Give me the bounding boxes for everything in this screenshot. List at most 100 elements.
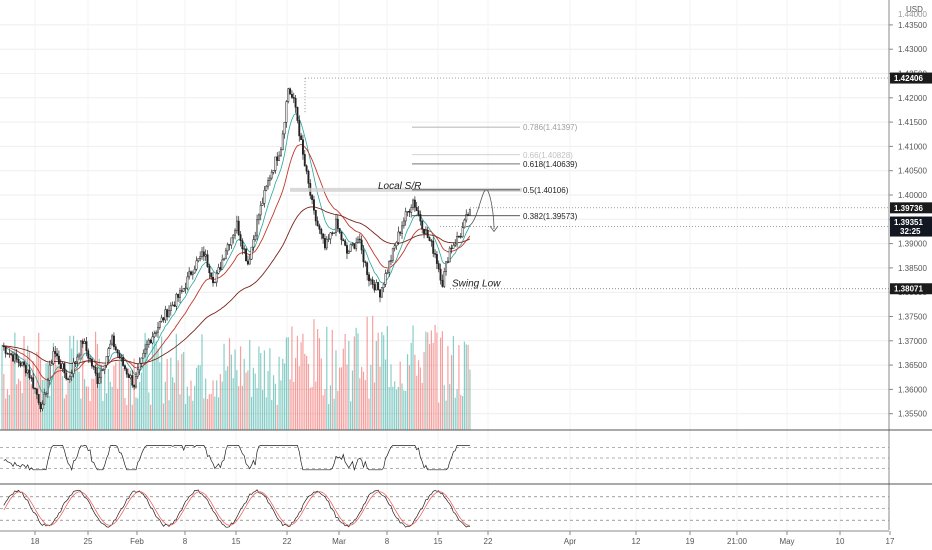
candle-body[interactable]	[28, 369, 31, 378]
candle-body[interactable]	[307, 170, 310, 184]
candle-body[interactable]	[390, 260, 392, 262]
candle-body[interactable]	[300, 135, 303, 140]
candle-body[interactable]	[23, 361, 25, 366]
candle-body[interactable]	[292, 97, 295, 99]
candle-body[interactable]	[257, 214, 260, 221]
candle-body[interactable]	[35, 388, 38, 395]
candle-body[interactable]	[96, 372, 99, 384]
candle-body[interactable]	[221, 259, 224, 270]
candle-body[interactable]	[248, 258, 251, 265]
candle-body[interactable]	[32, 377, 35, 389]
candle-body[interactable]	[234, 230, 236, 236]
candle-body[interactable]	[391, 247, 394, 261]
candle-body[interactable]	[122, 357, 125, 366]
candle-body[interactable]	[111, 335, 114, 345]
candle-body[interactable]	[226, 244, 229, 252]
candle-body[interactable]	[224, 250, 227, 260]
candle-body[interactable]	[184, 287, 187, 290]
candle-body[interactable]	[158, 321, 161, 328]
candle-body[interactable]	[437, 263, 440, 270]
candle-body[interactable]	[283, 122, 286, 135]
candle-body[interactable]	[87, 350, 90, 359]
candle-body[interactable]	[415, 207, 418, 211]
candle-body[interactable]	[329, 232, 332, 240]
candle-body[interactable]	[43, 393, 46, 405]
candle-body[interactable]	[443, 271, 446, 287]
candle-body[interactable]	[246, 260, 249, 265]
candle-body[interactable]	[331, 232, 334, 234]
candle-body[interactable]	[92, 365, 95, 368]
candle-body[interactable]	[459, 236, 462, 238]
candle-body[interactable]	[239, 234, 242, 241]
candle-body[interactable]	[250, 246, 253, 260]
candle-body[interactable]	[342, 239, 345, 242]
candle-body[interactable]	[441, 279, 444, 287]
candle-body[interactable]	[346, 245, 348, 254]
candle-body[interactable]	[140, 357, 143, 364]
candle-body[interactable]	[395, 242, 398, 247]
candle-body[interactable]	[136, 369, 139, 377]
candle-body[interactable]	[259, 205, 262, 216]
candle-body[interactable]	[157, 327, 159, 333]
candle-body[interactable]	[90, 358, 93, 367]
candle-body[interactable]	[177, 293, 180, 298]
candle-body[interactable]	[17, 359, 20, 364]
candle-body[interactable]	[432, 240, 435, 254]
candle-body[interactable]	[256, 219, 259, 237]
candle-body[interactable]	[347, 251, 350, 254]
candle-body[interactable]	[197, 258, 200, 262]
candle-body[interactable]	[217, 267, 220, 274]
candle-body[interactable]	[45, 393, 47, 395]
candle-body[interactable]	[382, 283, 385, 288]
candle-body[interactable]	[285, 101, 288, 123]
candle-body[interactable]	[65, 372, 68, 380]
candle-body[interactable]	[290, 94, 293, 98]
candle-body[interactable]	[399, 231, 402, 234]
candle-body[interactable]	[213, 281, 216, 284]
candle-body[interactable]	[208, 266, 211, 274]
candle-body[interactable]	[435, 254, 438, 264]
candle-body[interactable]	[105, 356, 108, 366]
candle-body[interactable]	[50, 363, 53, 366]
candle-body[interactable]	[324, 238, 326, 249]
candle-body[interactable]	[48, 364, 51, 381]
candle-body[interactable]	[245, 248, 248, 262]
candle-body[interactable]	[223, 258, 225, 261]
candle-body[interactable]	[351, 243, 354, 245]
candle-body[interactable]	[454, 243, 457, 246]
candle-body[interactable]	[201, 251, 203, 257]
candle-body[interactable]	[171, 304, 174, 307]
candle-body[interactable]	[85, 341, 88, 352]
candle-body[interactable]	[30, 377, 33, 379]
candle-body[interactable]	[353, 243, 356, 249]
candle-body[interactable]	[393, 245, 396, 249]
candle-body[interactable]	[439, 268, 442, 281]
candle-body[interactable]	[237, 220, 240, 235]
candle-body[interactable]	[123, 365, 126, 370]
candle-body[interactable]	[79, 340, 82, 356]
candle-body[interactable]	[336, 218, 339, 229]
candle-body[interactable]	[410, 207, 413, 213]
candle-body[interactable]	[373, 284, 376, 291]
candle-body[interactable]	[268, 177, 271, 181]
candle-body[interactable]	[56, 353, 58, 357]
candle-body[interactable]	[98, 377, 101, 384]
candle-body[interactable]	[465, 214, 468, 221]
candle-body[interactable]	[278, 155, 281, 161]
candle-body[interactable]	[377, 282, 380, 290]
candle-body[interactable]	[235, 220, 238, 231]
candle-body[interactable]	[4, 346, 7, 354]
candle-body[interactable]	[179, 290, 181, 298]
candle-body[interactable]	[173, 304, 176, 307]
candle-body[interactable]	[279, 149, 282, 157]
candle-body[interactable]	[2, 345, 5, 348]
candle-body[interactable]	[138, 362, 141, 371]
candle-body[interactable]	[320, 229, 323, 235]
candle-body[interactable]	[72, 361, 75, 374]
candle-body[interactable]	[265, 185, 268, 191]
candle-body[interactable]	[37, 394, 40, 403]
candle-body[interactable]	[358, 238, 361, 241]
candle-body[interactable]	[340, 232, 343, 241]
candle-body[interactable]	[232, 234, 235, 239]
